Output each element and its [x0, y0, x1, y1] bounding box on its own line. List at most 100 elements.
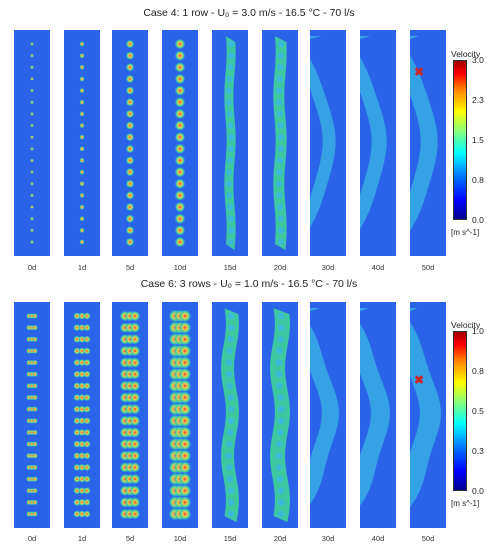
jet-plume — [275, 371, 283, 378]
jet-plume — [73, 347, 81, 355]
background-field — [14, 302, 50, 528]
jet-plume — [129, 334, 141, 345]
jet-plume — [83, 335, 91, 343]
jet-plume — [83, 370, 91, 378]
jet-plume — [129, 462, 141, 473]
jet-plume — [178, 414, 192, 428]
jet-plume — [129, 357, 141, 368]
jet-plume — [277, 238, 284, 246]
jet-plume — [78, 358, 86, 367]
jet-plume — [227, 227, 235, 234]
jet-plume — [78, 475, 86, 483]
jet-plume — [125, 226, 135, 235]
case6-tick-1-0: 1.0 — [472, 326, 484, 336]
jet-plume — [125, 63, 135, 72]
jet-plume — [79, 227, 85, 233]
jet-plume — [174, 213, 186, 224]
case6-strip-15d — [212, 302, 248, 528]
jet-plume — [178, 333, 192, 346]
jet-plume — [83, 463, 91, 472]
case6-strip-10d — [162, 302, 198, 528]
jet-plume — [30, 53, 34, 58]
case4-tick-1-5: 1.5 — [472, 135, 484, 145]
jet-plume — [78, 347, 86, 355]
jet-plume — [129, 415, 141, 427]
jet-plume — [30, 228, 34, 233]
jet-plume — [129, 427, 141, 438]
jet-plume — [277, 336, 284, 343]
jet-plume — [277, 312, 285, 320]
jet-plume — [32, 359, 38, 366]
jet-plume — [277, 52, 285, 59]
case4-strip-30d — [310, 30, 346, 256]
jet-plume — [83, 440, 91, 448]
jet-plume — [225, 180, 233, 187]
case4-strip-0d — [14, 30, 50, 256]
jet-plume — [227, 394, 234, 401]
case4-label-20d: 20d — [273, 263, 287, 272]
jet-plume — [275, 452, 283, 459]
jet-plume — [129, 438, 141, 450]
jet-plume — [226, 157, 234, 164]
jet-wake — [270, 308, 290, 522]
jet-plume — [178, 321, 192, 334]
jet-plume — [227, 40, 235, 48]
jet-plume — [178, 356, 192, 369]
jet-plume — [129, 508, 141, 520]
jet-plume — [178, 437, 192, 451]
jet-plume — [277, 510, 284, 518]
jet-plume — [30, 88, 34, 93]
case4-label-5d: 5d — [125, 263, 135, 272]
jet-plume — [79, 157, 85, 164]
jet-plume — [30, 216, 34, 221]
jet-plume — [226, 440, 233, 448]
jet-plume — [30, 112, 34, 116]
jet-plume — [32, 452, 38, 459]
jet-plume — [227, 122, 234, 129]
jet-plume — [79, 216, 85, 222]
case6-label-5d: 5d — [125, 534, 135, 543]
jet-plume — [227, 405, 235, 413]
jet-plume — [275, 180, 283, 187]
jet-plume — [73, 428, 81, 437]
jet-plume — [73, 405, 81, 413]
jet-plume — [174, 178, 186, 189]
jet-plume — [227, 336, 234, 343]
jet-plume — [73, 487, 81, 495]
jet-plume — [78, 335, 86, 343]
case4-strip-50d — [410, 30, 446, 256]
jet-wake — [360, 36, 387, 229]
case6-tick-0-3: 0.3 — [472, 446, 484, 456]
jet-plume — [79, 122, 85, 129]
jet-plume — [73, 440, 81, 448]
jet-plume — [78, 440, 86, 448]
jet-plume — [227, 487, 235, 494]
case4-tick-0-8: 0.8 — [472, 175, 484, 185]
jet-plume — [227, 510, 234, 518]
jet-plume — [227, 215, 235, 222]
jet-plume — [83, 475, 91, 483]
case6-tick-0-5: 0.5 — [472, 406, 484, 416]
jet-plume — [277, 215, 285, 222]
jet-plume — [277, 40, 285, 48]
jet-plume — [30, 77, 34, 81]
jet-plume — [78, 324, 86, 332]
jet-plume — [79, 64, 85, 70]
jet-plume — [277, 324, 285, 331]
jet-plume — [129, 369, 141, 380]
jet-wake — [310, 36, 336, 228]
jet-plume — [276, 75, 283, 83]
jet-plume — [276, 203, 284, 211]
case4-strip-20d — [262, 30, 298, 256]
jet-plume — [277, 133, 285, 141]
jet-plume — [30, 170, 34, 174]
background-field — [14, 30, 50, 256]
jet-plume — [125, 109, 135, 119]
jet-plume — [174, 131, 186, 143]
jet-plume — [32, 441, 38, 447]
jet-plume — [83, 347, 91, 355]
jet-plume — [275, 99, 283, 106]
jet-plume — [275, 192, 283, 199]
jet-plume — [174, 38, 186, 50]
jet-plume — [30, 181, 34, 186]
